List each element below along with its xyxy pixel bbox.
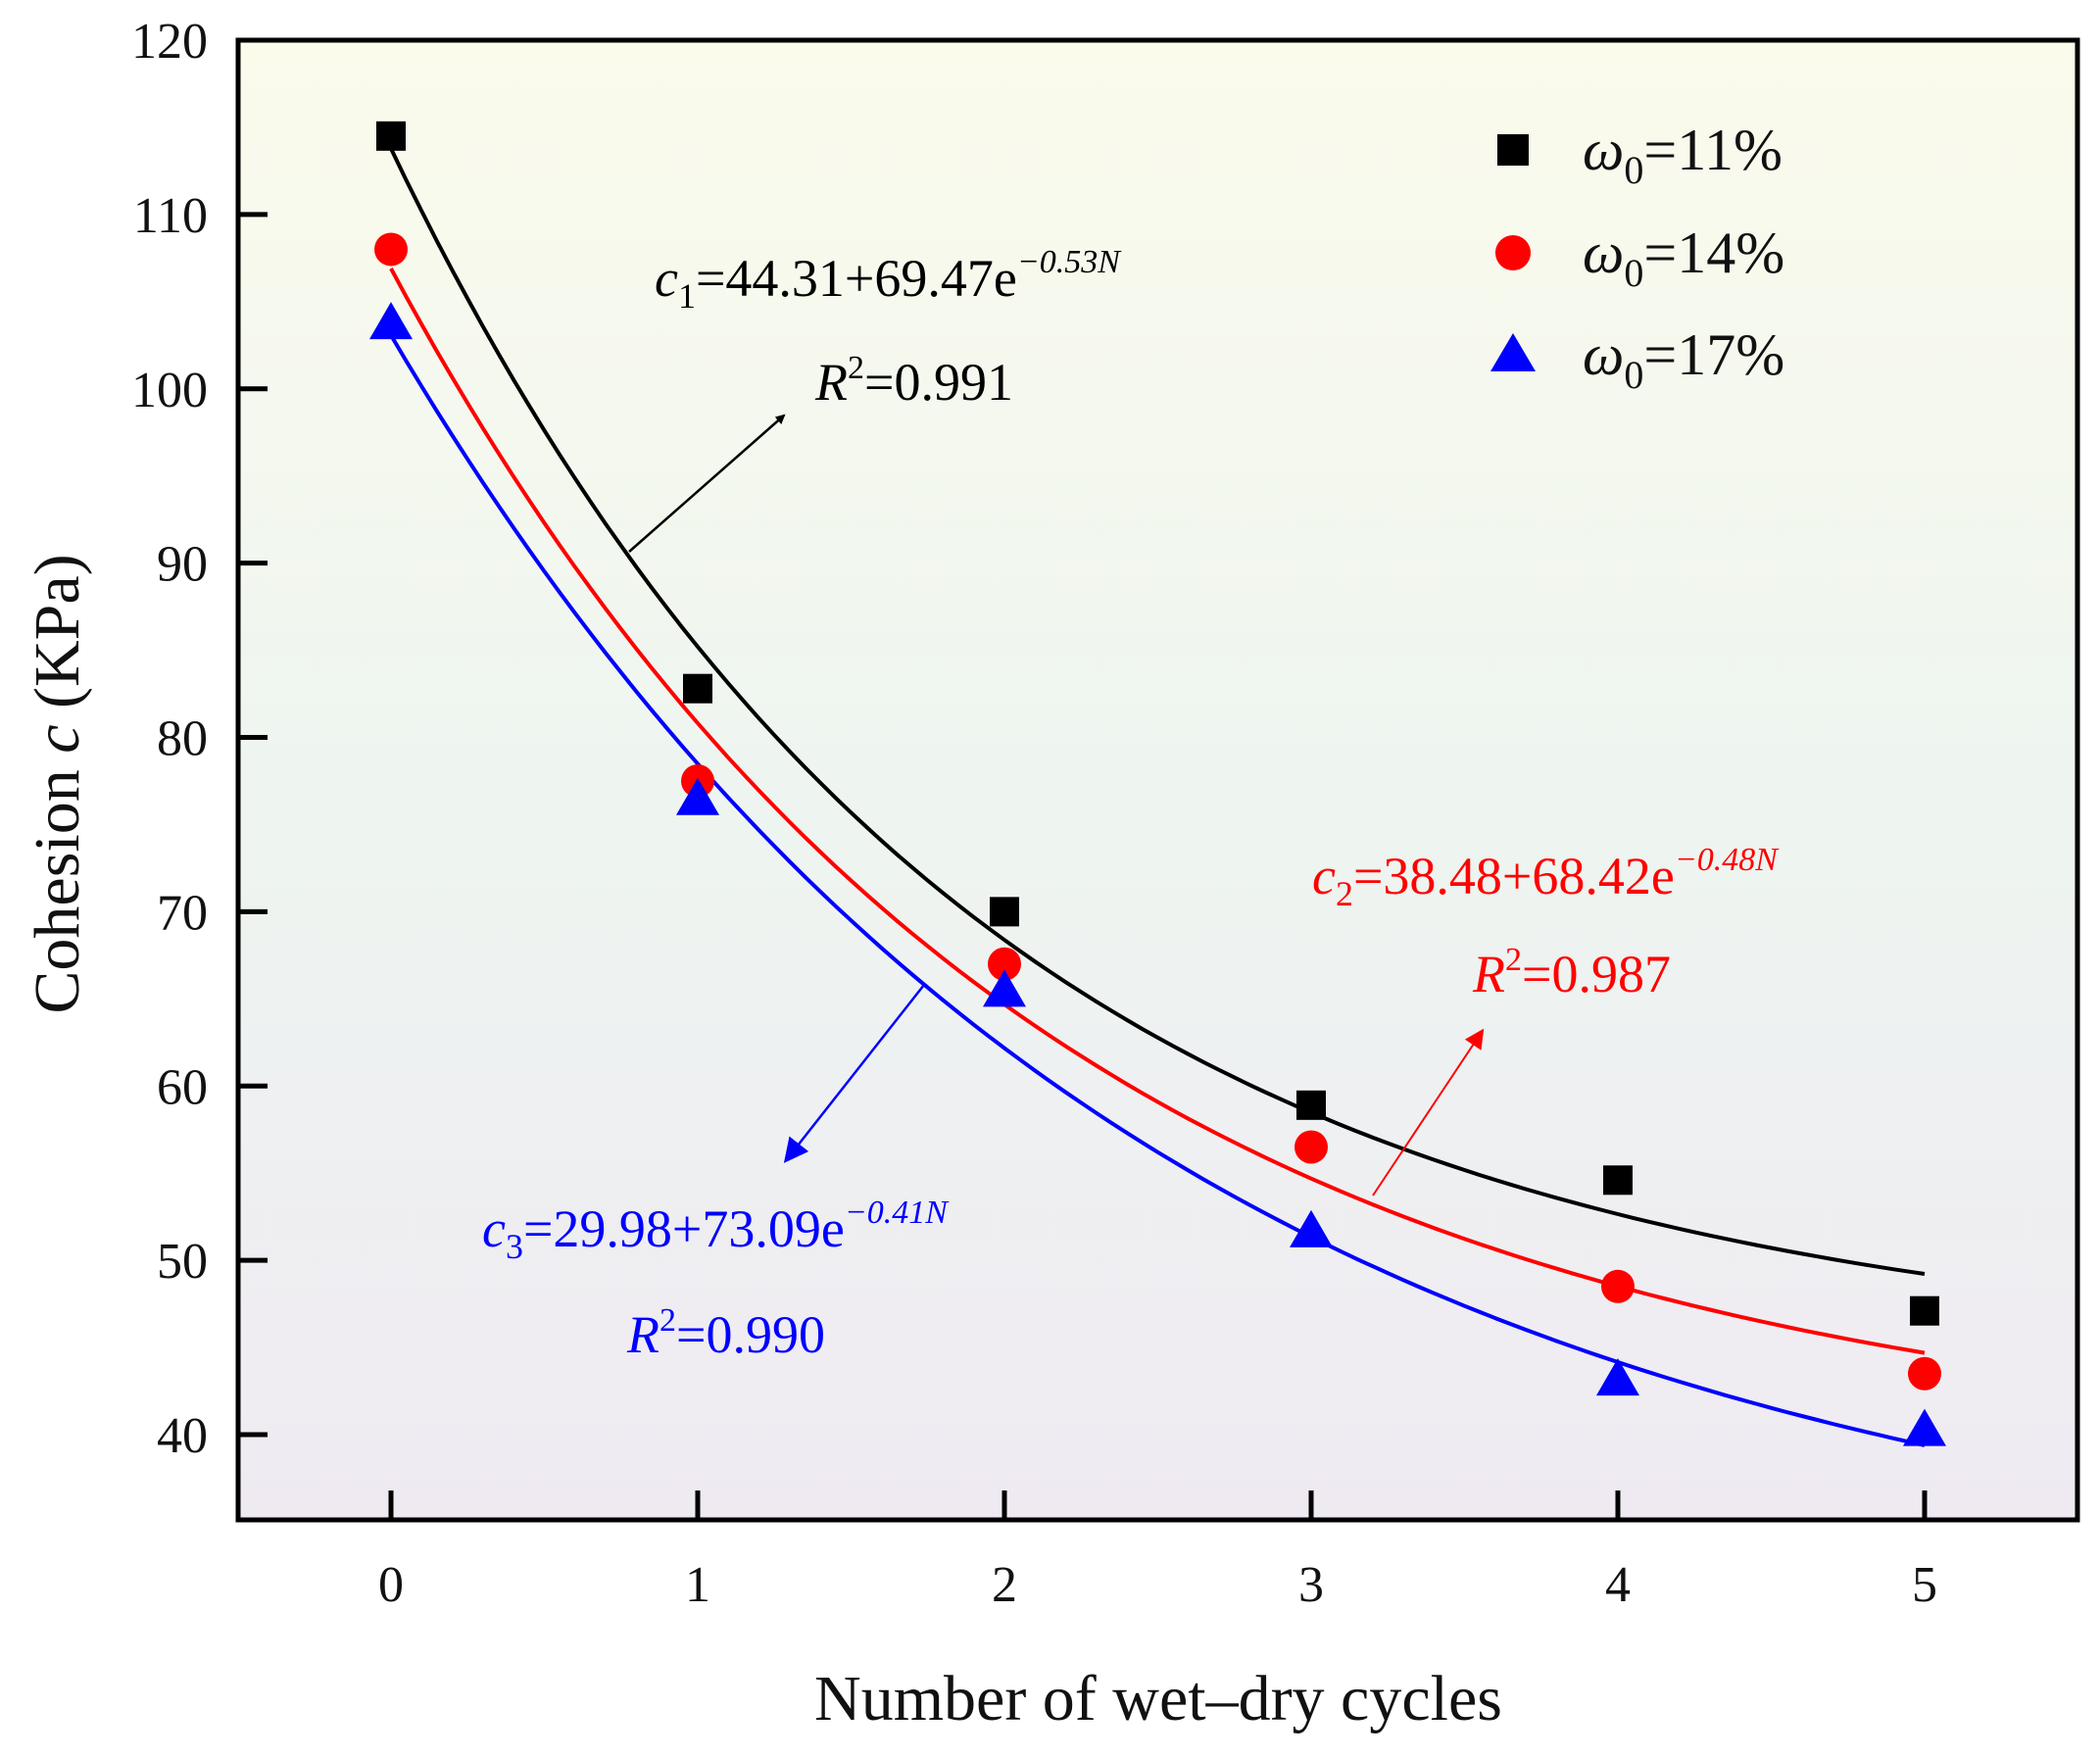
legend-label-blue: ω0=17% <box>1583 322 1784 397</box>
data-point-blue <box>1290 1209 1333 1247</box>
legend-label-black: ω0=11% <box>1583 118 1783 192</box>
data-point-blue <box>369 302 413 340</box>
fit-equation-2: c2=38.48+68.42e−0.48N <box>1312 842 1780 913</box>
y-tick-label: 120 <box>131 14 208 70</box>
data-point-black <box>1910 1295 1939 1326</box>
data-point-blue <box>983 969 1026 1007</box>
legend-marker-black <box>1497 134 1529 166</box>
data-point-black <box>683 673 712 704</box>
y-tick-label: 40 <box>157 1408 208 1464</box>
y-tick-label: 110 <box>133 188 208 244</box>
fit-r2-3: R2=0.990 <box>626 1302 825 1364</box>
data-point-blue <box>1903 1408 1946 1446</box>
data-point-black <box>376 121 406 151</box>
data-point-red <box>988 947 1021 981</box>
x-tick-label: 4 <box>1605 1557 1631 1613</box>
y-tick-label: 80 <box>157 711 208 767</box>
x-tick-label: 0 <box>378 1557 404 1613</box>
x-tick-label: 3 <box>1298 1557 1324 1613</box>
x-tick-label: 2 <box>992 1557 1017 1613</box>
fit-equation-3: c3=29.98+73.09e−0.41N <box>482 1195 950 1266</box>
data-point-blue <box>676 777 719 815</box>
fit-r2-2: R2=0.987 <box>1472 942 1671 1003</box>
y-tick-label: 50 <box>157 1234 208 1290</box>
legend-marker-blue <box>1490 333 1536 371</box>
legend: ω0=11% ω0=14% ω0=17% <box>1490 118 1784 397</box>
y-tick-label: 60 <box>157 1059 208 1115</box>
data-point-red <box>1908 1356 1941 1391</box>
data-point-red <box>1294 1130 1328 1164</box>
y-tick-label: 90 <box>157 537 208 593</box>
y-axis-label: Cohesion c (KPa) <box>22 554 93 1013</box>
data-point-black <box>1603 1165 1633 1196</box>
legend-marker-red <box>1495 235 1531 270</box>
fit-equation-1: c1=44.31+69.47e−0.53N <box>655 244 1122 316</box>
fit-arrow-blue <box>783 984 925 1163</box>
data-point-red <box>1601 1269 1635 1303</box>
fit-r2-1: R2=0.991 <box>814 350 1013 412</box>
fit-arrow-red <box>1372 1028 1485 1196</box>
fit-curve-red <box>389 268 1926 1355</box>
data-point-black <box>1296 1090 1326 1120</box>
x-tick-label: 1 <box>685 1557 710 1613</box>
x-axis-label: Number of wet–dry cycles <box>814 1663 1502 1734</box>
y-tick-label: 70 <box>157 885 208 941</box>
plot-background <box>238 40 2077 1520</box>
y-tick-label: 100 <box>131 363 208 418</box>
legend-label-red: ω0=14% <box>1583 220 1784 295</box>
fit-curve-blue <box>389 334 1926 1447</box>
fit-curve-black <box>389 147 1926 1276</box>
fit-arrow-black <box>628 414 786 553</box>
plot-frame <box>235 37 2080 1523</box>
data-point-black <box>990 897 1019 927</box>
data-point-blue <box>1596 1358 1639 1396</box>
data-point-red <box>374 232 408 267</box>
x-tick-label: 5 <box>1912 1557 1937 1613</box>
